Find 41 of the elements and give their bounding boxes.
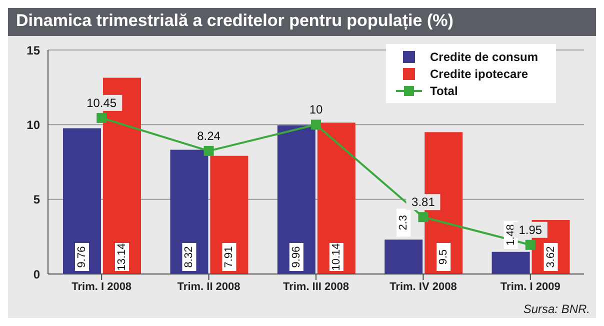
y-tick-label: 15 [26,43,40,58]
y-tick-label: 10 [26,118,40,132]
y-tick-label: 5 [33,192,40,207]
data-label: 10 [309,102,323,117]
data-label: 7.91 [223,246,236,268]
legend-label: Credite ipotecare [430,66,528,80]
bar [63,128,102,274]
point [204,146,214,156]
bar [492,252,530,274]
point [96,112,107,123]
data-label: 1.48 [504,224,517,246]
chart-title: Dinamica trimestrială a creditelor pentru populație (%) [8,8,596,36]
data-label: 9.76 [76,246,88,268]
bar [170,150,208,274]
legend-label: Credite de consum [430,50,538,64]
point [525,240,536,250]
x-tick-label: Trim. IV 2008 [390,280,457,293]
data-label: 3.81 [412,195,436,210]
data-label: 3.62 [544,246,557,268]
data-label: 13.14 [116,243,128,271]
legend-label: Total [430,84,458,98]
point [418,212,428,222]
bar [210,156,248,274]
data-label: 8.24 [197,128,221,143]
text: Sursa: BNR. [523,302,590,316]
data-label: 10.45 [86,96,117,110]
data-label: 9.5 [438,249,450,265]
x-tick-label: Trim. II 2008 [177,280,240,293]
data-label: 8.32 [183,246,196,268]
y-tick-label: 0 [33,267,40,282]
bar [277,125,316,274]
x-tick-label: Trim. I 2009 [500,280,560,293]
bar [317,122,356,274]
x-tick-label: Trim. III 2008 [282,280,350,293]
data-label: 2.3 [398,215,410,230]
data-label: 1.95 [518,222,542,237]
data-label: 9.96 [290,246,302,268]
x-tick-label: Trim. I 2008 [72,280,132,293]
bar [384,240,423,274]
data-label: 10.14 [330,243,342,271]
point [311,120,321,130]
